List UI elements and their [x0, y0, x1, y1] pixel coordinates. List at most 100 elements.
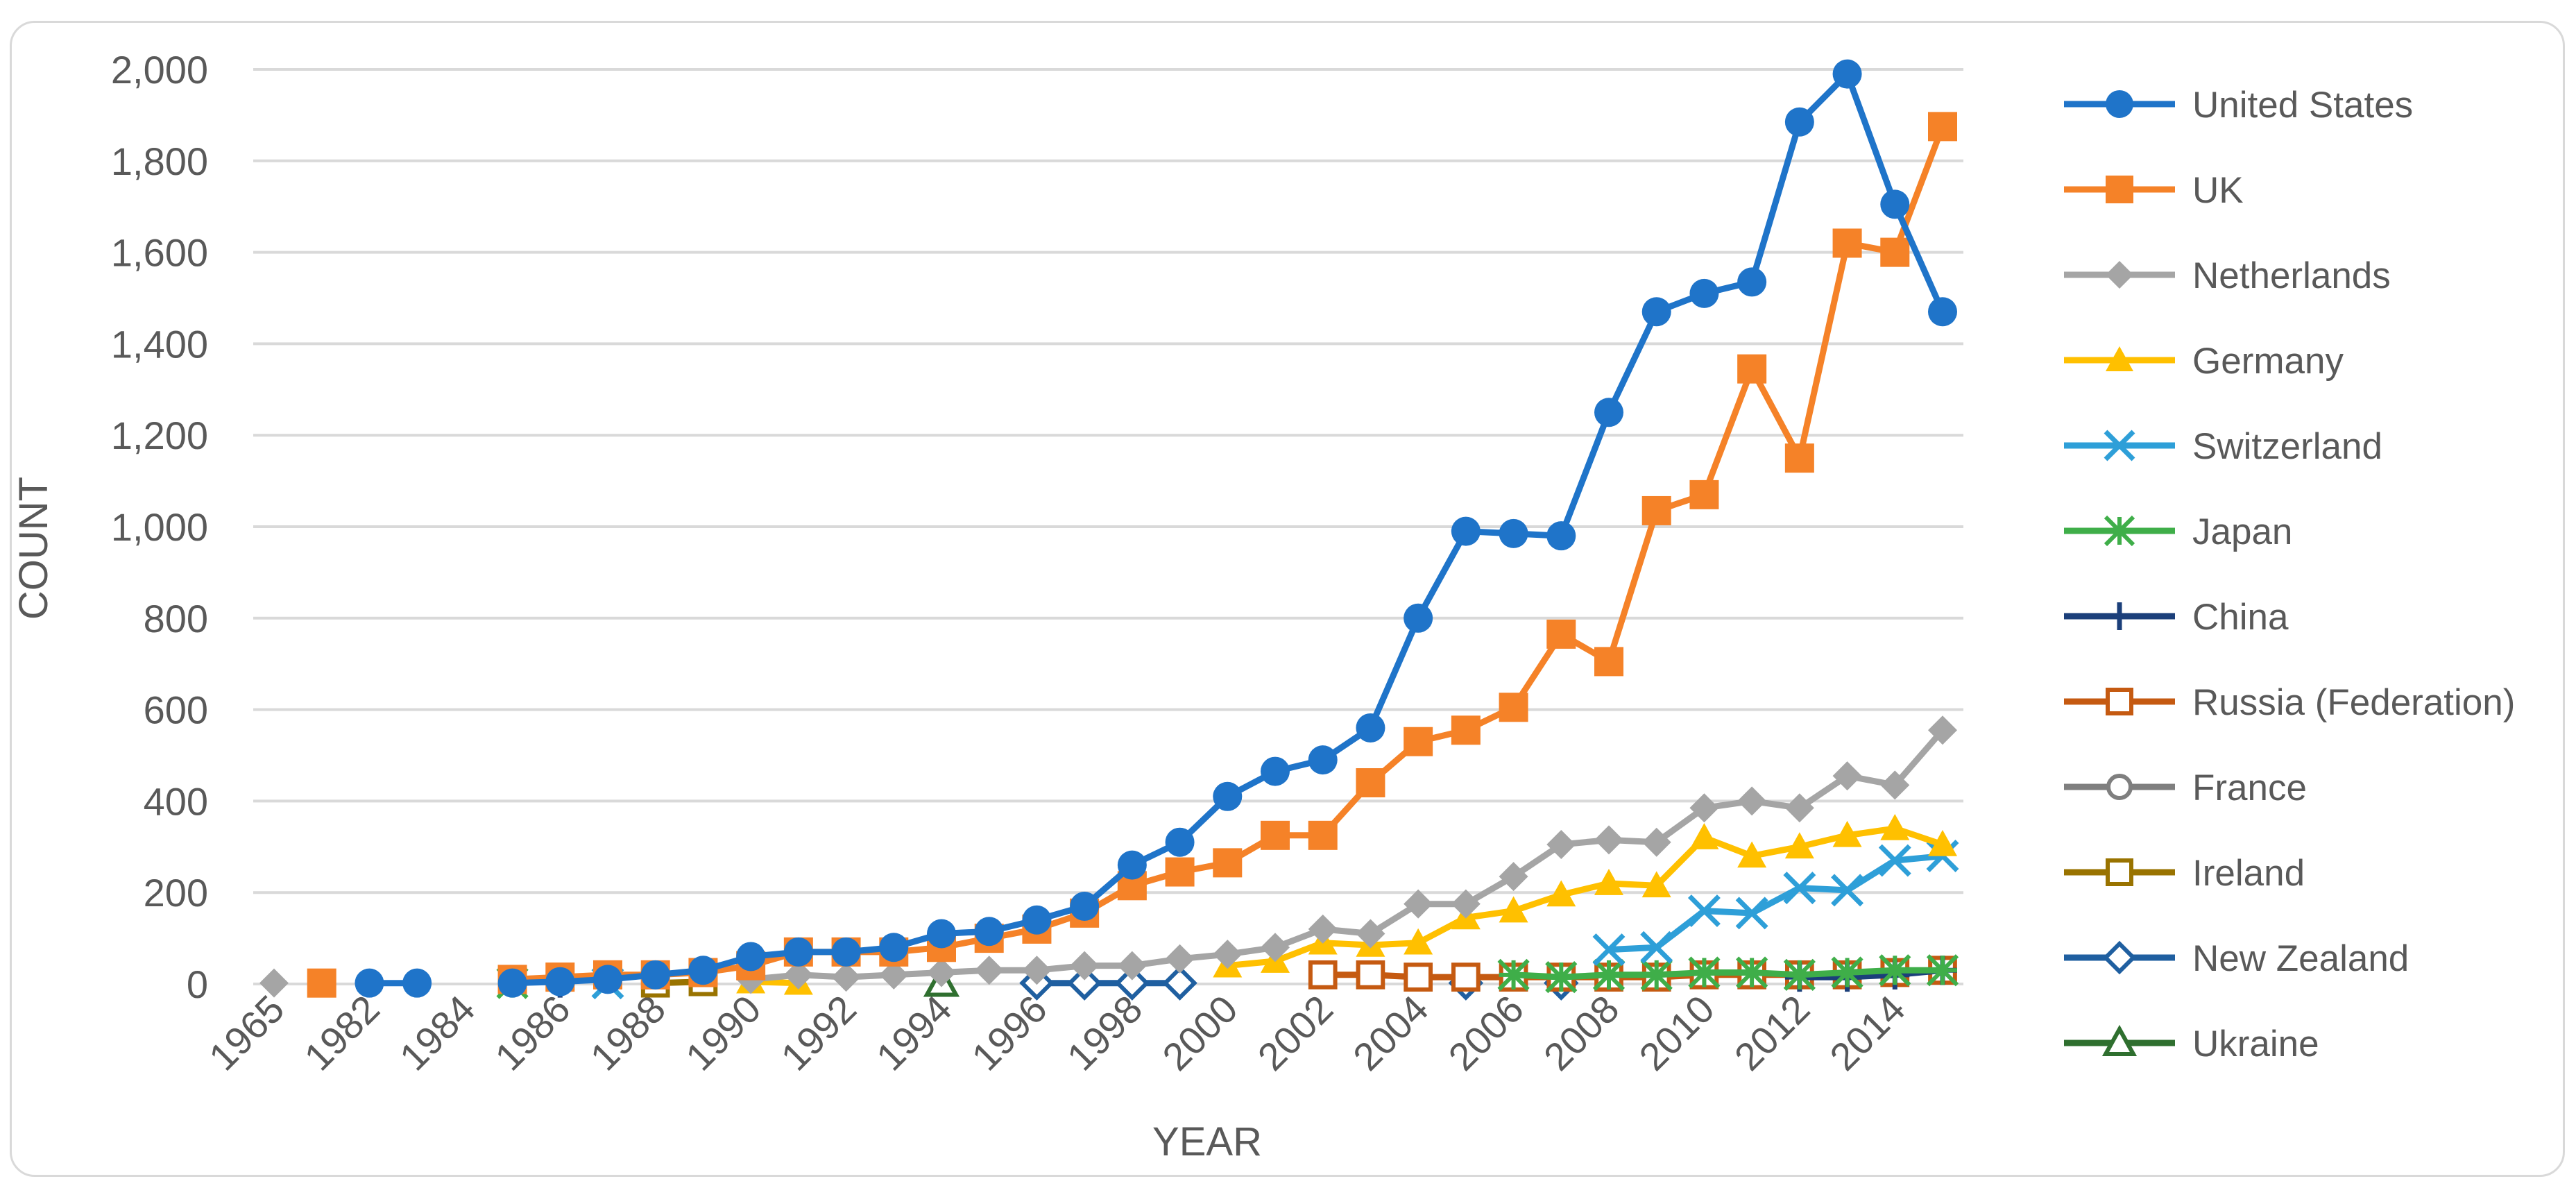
data-point [1117, 850, 1147, 880]
data-point [1114, 965, 1150, 1001]
data-point [1736, 956, 1768, 989]
data-point [1404, 928, 1433, 955]
y-axis-ticks: 0 200 400 600 800 1,000 1,200 1,400 1,600 1,800 2,… [111, 48, 208, 1006]
data-point [1594, 398, 1623, 427]
legend-label: Ukraine [2192, 1024, 2319, 1064]
y-tick-label: 0 [187, 962, 208, 1006]
data-point [259, 968, 289, 998]
data-point [1689, 480, 1719, 509]
data-point [1066, 965, 1102, 1001]
data-point [1784, 107, 1814, 137]
legend-item: China [2064, 597, 2289, 638]
data-point [1308, 820, 1338, 850]
data-point [1451, 889, 1481, 919]
legend-marker [2106, 346, 2133, 371]
x-axis-ticks: 1965 1982 1984 1986 1988 1990 1992 1994 1996 1998… [201, 987, 1913, 1079]
x-tick-label: 1996 [963, 987, 1055, 1079]
x-tick-label: 1990 [677, 987, 769, 1079]
legend-marker [2106, 176, 2133, 203]
y-tick-label: 1,200 [111, 414, 208, 457]
data-point [1832, 59, 1862, 89]
data-point [1499, 896, 1528, 923]
data-point [1404, 889, 1433, 919]
data-point [593, 965, 622, 994]
data-point [307, 968, 336, 998]
data-point [831, 962, 861, 992]
data-point [783, 960, 813, 990]
x-tick-label: 1998 [1059, 987, 1151, 1079]
data-point [1213, 940, 1243, 969]
data-point [1784, 443, 1814, 473]
legend-label: France [2192, 767, 2307, 808]
data-point [1928, 297, 1957, 327]
data-point [1356, 960, 1385, 990]
data-point [1404, 962, 1433, 992]
y-tick-label: 800 [144, 597, 208, 640]
data-point [640, 960, 670, 990]
data-point [1737, 841, 1767, 868]
legend-label: United States [2192, 85, 2413, 126]
data-point [402, 968, 432, 998]
data-point [1926, 954, 1959, 987]
data-point [879, 960, 909, 990]
legend-marker [2102, 940, 2137, 975]
data-point [1689, 823, 1719, 849]
data-point [1689, 793, 1719, 823]
x-tick-label: 1994 [868, 987, 960, 1079]
legend-item: New Zealand [2064, 938, 2409, 979]
legend-marker [2106, 602, 2133, 630]
data-point [1832, 761, 1862, 791]
data-point [1832, 228, 1862, 258]
data-point [927, 919, 956, 949]
data-point [1594, 869, 1623, 895]
x-tick-label: 2002 [1249, 987, 1342, 1079]
data-point [1070, 891, 1100, 921]
data-point [1451, 962, 1481, 992]
legend-item: Germany [2064, 341, 2344, 382]
data-point [1592, 933, 1626, 967]
data-point [1499, 693, 1528, 722]
legend-item: Russia (Federation) [2064, 682, 2515, 723]
data-point [1879, 954, 1911, 987]
legend-marker [2104, 430, 2135, 461]
series-netherlands [259, 715, 1957, 998]
data-point [497, 968, 527, 998]
data-point [1880, 237, 1910, 267]
data-point [545, 967, 575, 996]
data-point [1165, 827, 1195, 857]
data-point [1784, 832, 1814, 859]
legend-marker [2104, 515, 2135, 547]
data-point [879, 933, 909, 962]
data-point [1162, 965, 1197, 1001]
data-point [1497, 958, 1530, 991]
data-point [927, 958, 956, 987]
data-point [736, 942, 766, 971]
data-point [1308, 914, 1338, 944]
series-line [1513, 967, 1943, 981]
data-point [1546, 521, 1576, 551]
data-point [1499, 518, 1528, 548]
data-point [1213, 848, 1243, 878]
series-group [259, 59, 1959, 1001]
legend-item: Switzerland [2064, 426, 2382, 467]
x-tick-label: 1984 [391, 987, 484, 1079]
data-point [688, 956, 718, 985]
y-tick-label: 1,800 [111, 139, 208, 183]
data-point [1308, 960, 1338, 990]
data-point [1737, 786, 1767, 816]
data-point [1737, 354, 1767, 384]
data-point [974, 956, 1004, 985]
y-tick-label: 600 [144, 688, 208, 732]
data-point [1832, 820, 1862, 847]
data-point [1783, 958, 1816, 991]
data-point [1545, 960, 1578, 994]
data-point [1880, 813, 1910, 840]
data-point [1117, 951, 1147, 981]
data-point [1308, 745, 1338, 775]
data-point [1928, 715, 1957, 745]
data-point [1261, 933, 1290, 962]
x-tick-label: 1992 [772, 987, 864, 1079]
data-point [1356, 713, 1385, 742]
legend-marker [2106, 774, 2133, 800]
data-point [1070, 951, 1100, 981]
